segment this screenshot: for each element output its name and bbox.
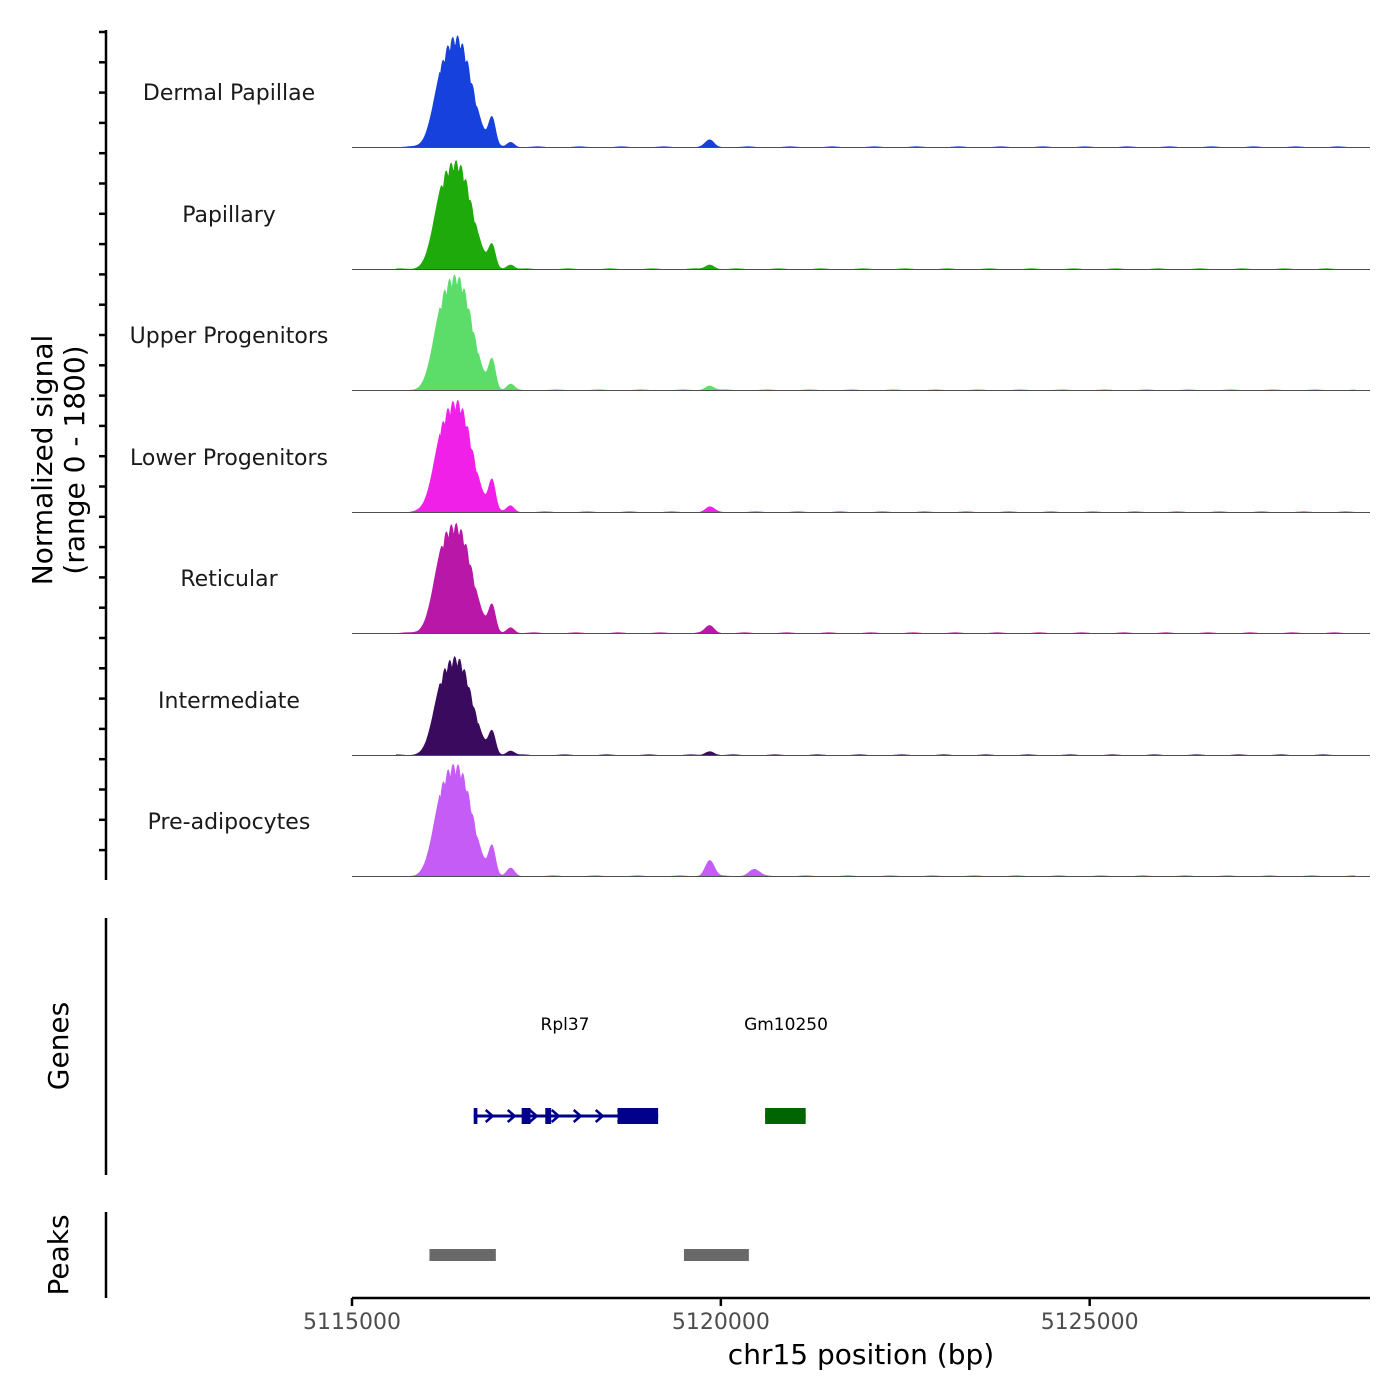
gene-exon bbox=[765, 1108, 806, 1124]
coverage-track: Papillary bbox=[182, 160, 1370, 270]
gene-annotations: Rpl37 Gm10250 bbox=[473, 1015, 828, 1124]
peak-regions bbox=[429, 1249, 749, 1261]
coverage-track: Dermal Papillae bbox=[143, 35, 1370, 148]
coverage-y-ticks bbox=[99, 30, 106, 852]
strand-arrow bbox=[506, 1109, 517, 1123]
coverage-area bbox=[396, 35, 1356, 148]
gene-exon bbox=[617, 1108, 659, 1124]
coverage-area bbox=[396, 160, 1356, 270]
strand-arrow bbox=[594, 1109, 605, 1123]
track-label: Pre-adipocytes bbox=[148, 810, 311, 835]
strand-arrow bbox=[550, 1109, 561, 1123]
x-axis-ticks: 5115000 5120000 5125000 bbox=[303, 1298, 1139, 1335]
coverage-track: Reticular bbox=[180, 522, 1370, 634]
strand-arrow bbox=[572, 1109, 583, 1123]
gene-label: Gm10250 bbox=[744, 1015, 828, 1035]
genes-track-title: Genes bbox=[42, 1002, 75, 1090]
strand-arrow bbox=[484, 1109, 495, 1123]
gene-exon bbox=[473, 1108, 478, 1124]
gene-model: Rpl37 bbox=[473, 1015, 659, 1124]
x-tick-label: 5115000 bbox=[303, 1310, 401, 1335]
coverage-track: Pre-adipocytes bbox=[148, 763, 1370, 877]
gene-model: Gm10250 bbox=[744, 1015, 828, 1124]
coverage-tracks: Dermal Papillae Papillary Upper Progenitor… bbox=[130, 35, 1370, 877]
track-label: Dermal Papillae bbox=[143, 81, 315, 106]
coverage-area bbox=[396, 274, 1356, 391]
peak-region bbox=[683, 1249, 749, 1261]
peak-region bbox=[429, 1249, 496, 1261]
coverage-track: Upper Progenitors bbox=[130, 274, 1370, 391]
gene-exon bbox=[521, 1108, 531, 1124]
y-axis-range: (range 0 - 1800) bbox=[58, 345, 91, 574]
x-axis-title: chr15 position (bp) bbox=[728, 1338, 994, 1371]
coverage-area bbox=[396, 522, 1356, 634]
coverage-area bbox=[396, 400, 1356, 513]
coverage-track: Lower Progenitors bbox=[130, 400, 1370, 513]
x-tick-label: 5125000 bbox=[1041, 1310, 1139, 1335]
track-label: Intermediate bbox=[158, 689, 300, 714]
strand-arrow bbox=[528, 1109, 539, 1123]
gene-exon bbox=[545, 1108, 552, 1124]
coverage-area bbox=[396, 763, 1356, 877]
coverage-area bbox=[396, 655, 1356, 756]
gene-label: Rpl37 bbox=[541, 1015, 590, 1035]
track-label: Reticular bbox=[180, 567, 278, 592]
x-tick-label: 5120000 bbox=[672, 1310, 770, 1335]
y-axis-title: Normalized signal bbox=[26, 335, 59, 586]
track-label: Upper Progenitors bbox=[130, 324, 329, 349]
peaks-track-title: Peaks bbox=[42, 1214, 75, 1295]
track-label: Lower Progenitors bbox=[130, 446, 328, 471]
track-label: Papillary bbox=[182, 203, 276, 228]
coverage-track: Intermediate bbox=[158, 655, 1370, 756]
